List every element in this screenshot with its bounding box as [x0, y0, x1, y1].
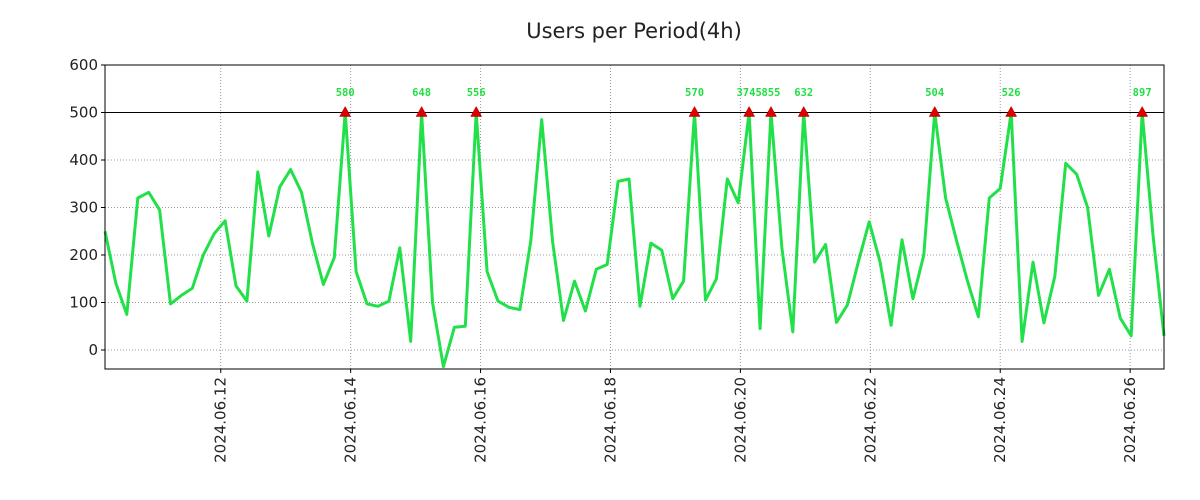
- x-tick-label: 2024.06.24: [991, 377, 1009, 463]
- series-line: [103, 111, 1166, 369]
- peak-label: 556: [467, 87, 486, 99]
- y-tick-label: 200: [69, 246, 98, 264]
- x-tick-label: 2024.06.16: [472, 377, 490, 463]
- x-tick-label: 2024.06.26: [1121, 377, 1139, 463]
- y-tick-label: 600: [69, 56, 98, 74]
- x-tick-label: 2024.06.22: [861, 377, 879, 463]
- y-axis: 0 100 200 300 400 500 600: [69, 56, 105, 359]
- peak-marker: [470, 105, 483, 117]
- peak-marker: [1005, 105, 1018, 117]
- x-tick-label: 2024.06.20: [731, 377, 749, 463]
- peak-marker: [765, 105, 777, 117]
- plot-frame: [104, 64, 1165, 370]
- peak-marker: [339, 105, 352, 117]
- peak-markers: 580 648 556 570 3745 855 632 504 526 897: [336, 87, 1152, 117]
- y-tick-label: 300: [69, 199, 98, 217]
- y-tick-label: 500: [69, 104, 98, 122]
- peak-label: 632: [794, 87, 813, 99]
- y-tick-label: 400: [69, 151, 98, 169]
- peak-marker: [1136, 105, 1149, 117]
- x-tick-label: 2024.06.12: [212, 377, 230, 463]
- peak-label: 648: [412, 87, 431, 99]
- peak-label: 855: [761, 87, 780, 99]
- chart-title: Users per Period(4h): [526, 19, 742, 43]
- grid: [105, 65, 1164, 369]
- x-axis: 2024.06.12 2024.06.14 2024.06.16 2024.06.18…: [212, 369, 1139, 463]
- y-tick-label: 0: [88, 341, 98, 359]
- peak-marker: [797, 105, 810, 117]
- peak-label: 504: [925, 87, 944, 99]
- y-tick-label: 100: [69, 294, 98, 312]
- peak-marker: [415, 105, 428, 117]
- peak-label: 570: [685, 87, 704, 99]
- peak-label: 526: [1002, 87, 1021, 99]
- peak-marker: [928, 105, 941, 117]
- series: [103, 111, 1166, 369]
- peak-marker: [743, 105, 756, 117]
- peak-label: 897: [1133, 87, 1152, 99]
- peak-label: 580: [336, 87, 355, 99]
- peak-marker: [688, 105, 701, 117]
- x-tick-label: 2024.06.18: [601, 377, 619, 463]
- x-tick-label: 2024.06.14: [342, 377, 360, 463]
- peak-label: 3745: [736, 87, 761, 99]
